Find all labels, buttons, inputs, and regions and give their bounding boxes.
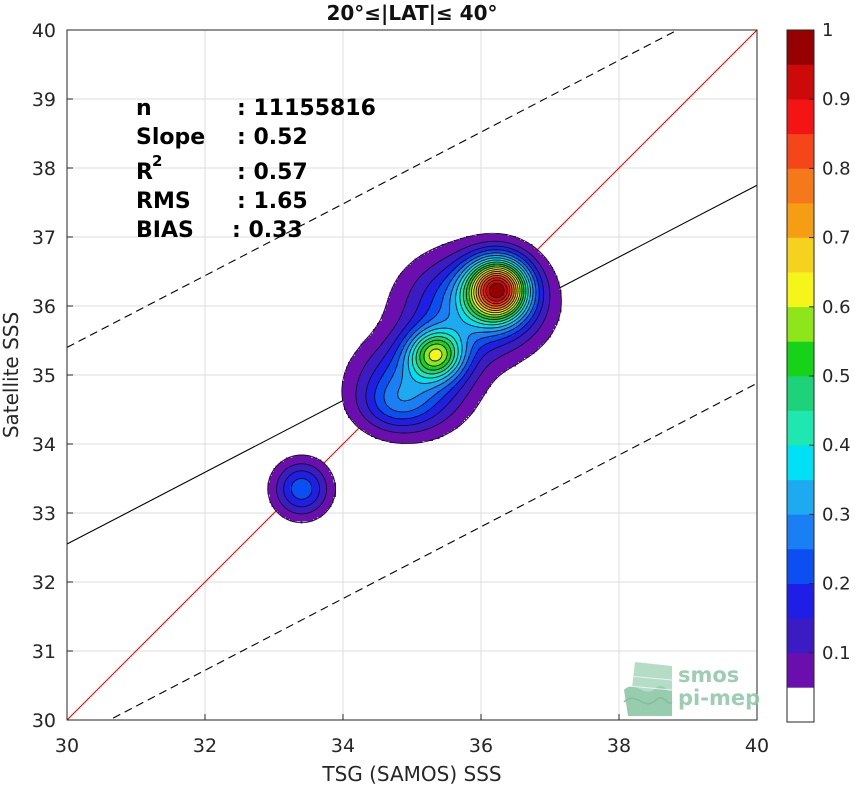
- y-tick-label: 34: [32, 434, 56, 456]
- stat-rms-label: RMS: [136, 189, 191, 214]
- y-tick-label: 33: [32, 503, 56, 525]
- colorbar-tick-label: 0.5: [822, 366, 851, 387]
- y-axis-title: Satellite SSS: [0, 312, 23, 438]
- colorbar-segment: [787, 652, 814, 688]
- y-axis-ticks: 30 31 32 33 34 35 36 37 38 39 40: [32, 20, 73, 732]
- colorbar-segment: [787, 583, 814, 619]
- stat-n-label: n: [136, 96, 152, 121]
- y-tick-label: 40: [32, 20, 56, 42]
- x-axis-title: TSG (SAMOS) SSS: [321, 762, 501, 786]
- colorbar-tick-label: 0.2: [822, 574, 851, 595]
- colorbar-segment: [787, 272, 814, 308]
- y-tick-label: 36: [32, 296, 56, 318]
- y-tick-label: 30: [32, 710, 56, 732]
- x-tick-label: 40: [745, 735, 769, 757]
- y-tick-label: 35: [32, 365, 56, 387]
- contour-line-6: [397, 255, 534, 402]
- colorbar-segment: [787, 618, 814, 654]
- x-tick-label: 34: [331, 735, 355, 757]
- x-tick-label: 38: [607, 735, 631, 757]
- colorbar-tick-label: 0.3: [822, 504, 851, 525]
- chart-title: 20°≤|LAT|≤ 40°: [326, 1, 497, 25]
- logo-text-pi-mep: pi-mep: [678, 686, 760, 710]
- contour-line-14: [475, 271, 517, 311]
- colorbar-segment: [787, 445, 814, 481]
- colorbar-segment: [787, 133, 814, 169]
- stat-slope-label: Slope: [136, 125, 205, 150]
- colorbar-tick-label: 0.7: [822, 228, 851, 249]
- contour-line-16: [480, 275, 513, 307]
- colorbar-segment: [787, 237, 814, 273]
- colorbar-segment: [787, 341, 814, 377]
- contour-line-15: [477, 272, 515, 309]
- stat-r2-label: R: [136, 160, 153, 185]
- colorbar-segment: [787, 410, 814, 446]
- x-tick-label: 32: [193, 735, 217, 757]
- contour-fill-19: [488, 283, 504, 299]
- contour-band-19: [488, 283, 504, 299]
- colorbar-tick-label: 0.4: [822, 435, 851, 456]
- y-tick-label: 39: [32, 89, 56, 111]
- stat-bias-label: BIAS: [136, 218, 194, 243]
- stat-rms-value: : 1.65: [237, 189, 308, 214]
- contour-line-9: [415, 261, 527, 375]
- contour-line-12: [428, 267, 521, 362]
- logo-wave-icon: [623, 662, 673, 716]
- colorbar-segment: [787, 306, 814, 342]
- colorbar-tick-label: 0.9: [822, 89, 851, 110]
- contour-line-10: [419, 263, 525, 371]
- stats-block: n : 11155816 Slope : 0.52 R 2 : 0.57 RMS…: [136, 96, 376, 243]
- contour-line-1: [267, 232, 562, 524]
- y-tick-label: 37: [32, 227, 56, 249]
- colorbar-tick-label: 1: [822, 20, 833, 41]
- colorbar-segment: [787, 514, 814, 550]
- density-contours: [267, 232, 562, 524]
- colorbar-tick-label: 0.1: [822, 643, 851, 664]
- colorbar-segment: [787, 99, 814, 135]
- colorbar-segment: [787, 203, 814, 238]
- stat-bias-value: : 0.33: [232, 218, 303, 243]
- x-tick-label: 30: [55, 735, 79, 757]
- contour-line-2: [276, 240, 551, 515]
- y-tick-label: 38: [32, 158, 56, 180]
- stat-slope-value: : 0.52: [237, 125, 308, 150]
- colorbar-segment: [787, 168, 814, 204]
- colorbar-segment: [787, 376, 814, 411]
- contour-line-17: [482, 277, 511, 305]
- colorbar-frame: [786, 29, 815, 723]
- smos-pi-mep-logo: smos pi-mep: [623, 662, 760, 716]
- colorbar-tick-label: 0.6: [822, 297, 851, 318]
- contour-line-5: [383, 252, 537, 413]
- colorbar-segment: [787, 30, 814, 65]
- contour-line-11: [423, 265, 523, 367]
- y-tick-label: 31: [32, 641, 56, 663]
- stat-r2-sup: 2: [152, 152, 162, 170]
- x-tick-label: 36: [469, 735, 493, 757]
- contour-line-3: [283, 245, 545, 508]
- contour-line-18: [485, 279, 508, 302]
- colorbar-segment: [787, 479, 814, 515]
- contour-line-8: [411, 259, 529, 379]
- logo-text-smos: smos: [678, 663, 739, 687]
- x-axis-ticks: 30 32 34 36 38 40: [55, 714, 769, 757]
- contour-line-4: [290, 249, 540, 500]
- contour-line-13: [473, 269, 519, 314]
- colorbar-ticks: 0.1 0.2 0.3 0.4 0.5 0.6 0.7 0.8 0.9 1: [809, 20, 851, 664]
- colorbar-segment: [787, 64, 814, 100]
- stat-r2-value: : 0.57: [237, 160, 308, 185]
- colorbar: [787, 30, 814, 723]
- stat-n-value: : 11155816: [237, 96, 376, 121]
- y-tick-label: 32: [32, 572, 56, 594]
- colorbar-segment: [787, 687, 814, 723]
- colorbar-tick-label: 0.8: [822, 158, 851, 179]
- colorbar-segment: [787, 549, 814, 584]
- contour-line-19: [488, 282, 505, 299]
- contour-line-7: [407, 257, 531, 384]
